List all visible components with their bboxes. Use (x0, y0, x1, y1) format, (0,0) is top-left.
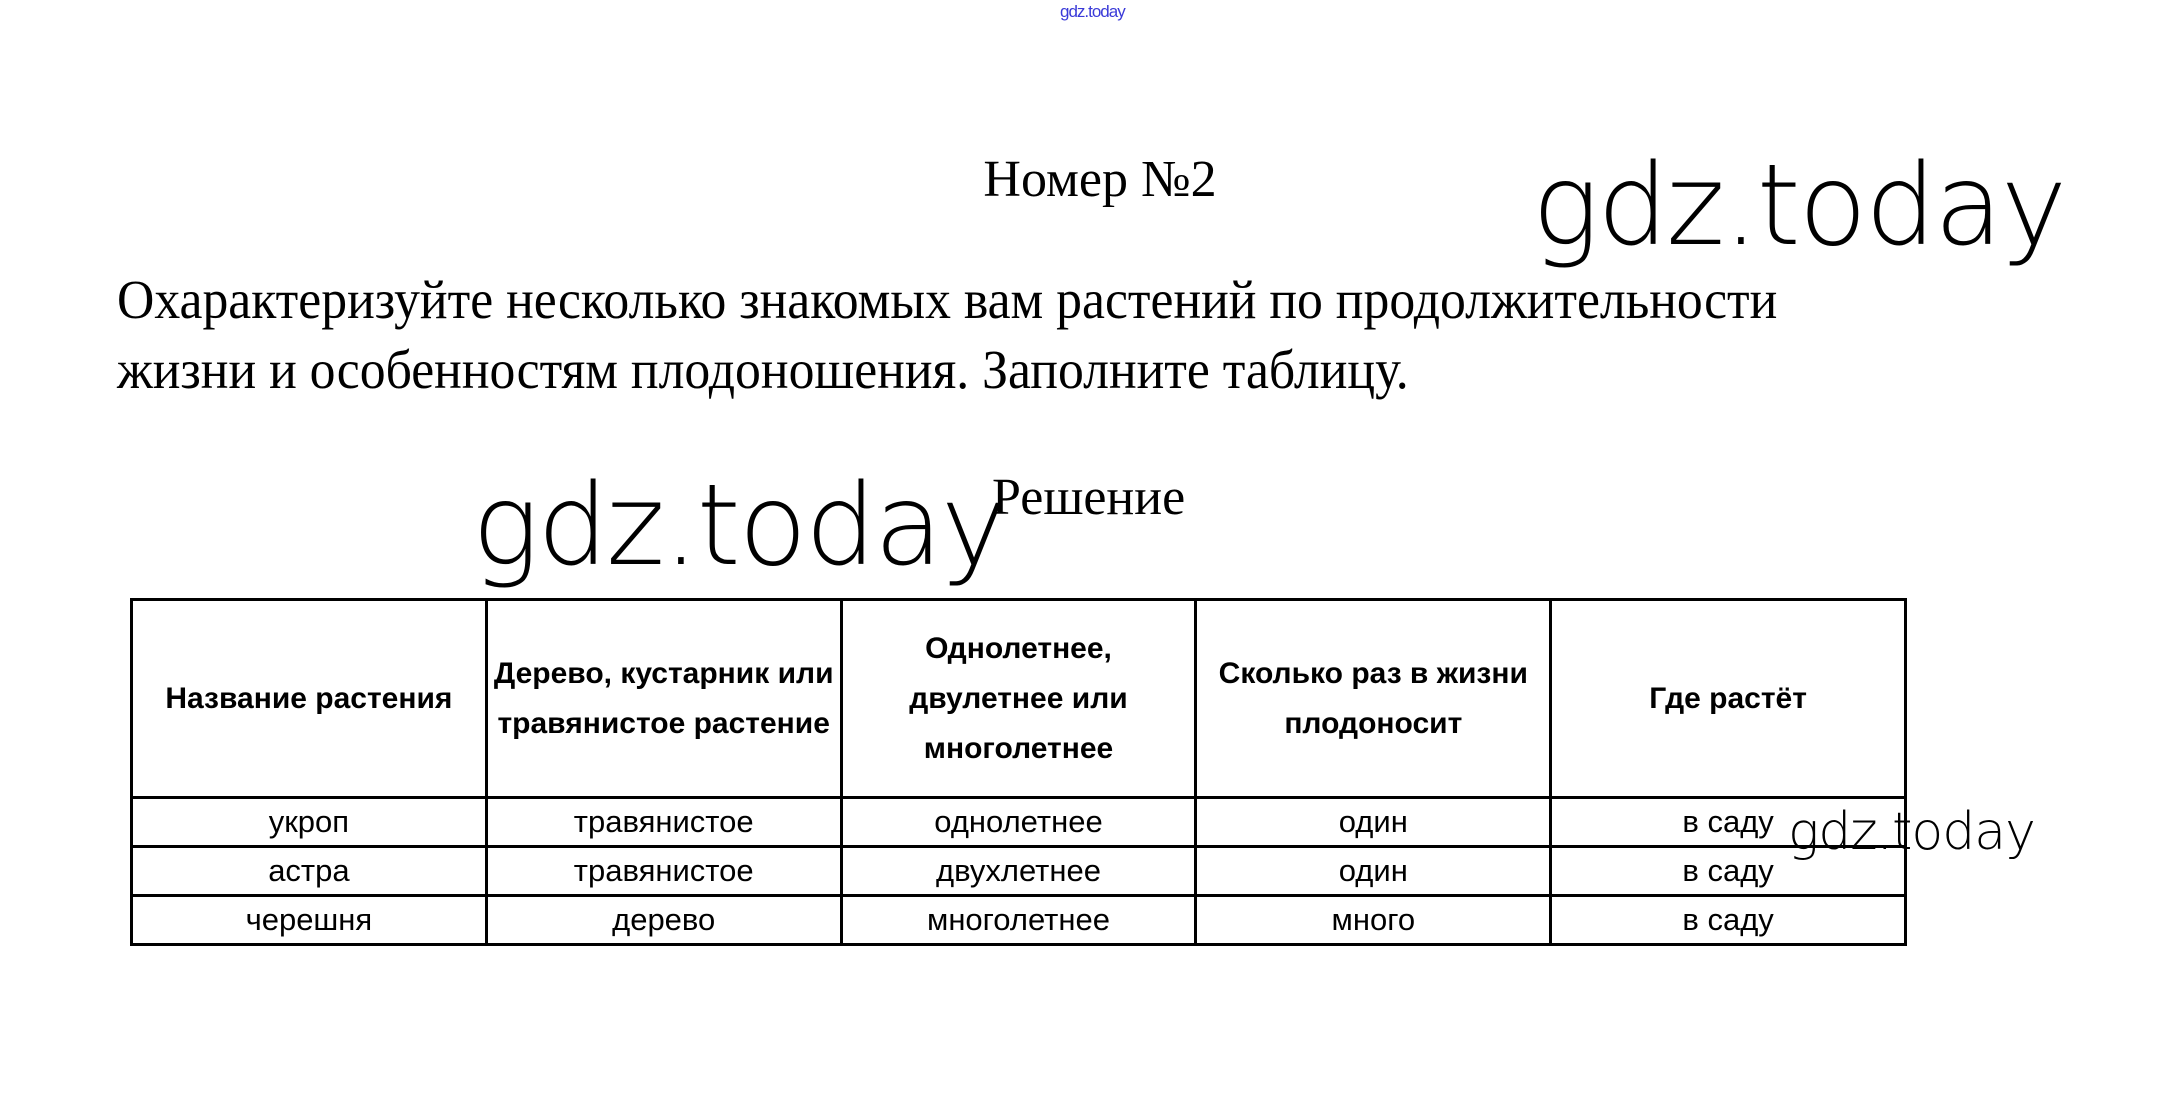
watermark: gdz.today (472, 461, 1007, 591)
watermark-small[interactable]: gdz.today (1060, 2, 1126, 21)
header-lifespan: Однолетнее, двулетнее или многолетнее (839, 598, 1198, 799)
table-row: астра травянистое двухлетнее один в саду (130, 845, 1907, 897)
header-plant-name: Название растения (130, 598, 488, 799)
header-plant-type: Дерево, кустарник или травянистое растен… (484, 598, 843, 799)
cell-plant-type: травянистое (484, 845, 843, 897)
cell-habitat: в саду (1549, 845, 1907, 897)
cell-habitat: в саду (1549, 796, 1907, 848)
cell-fruiting-count: один (1194, 796, 1553, 848)
task-text-line-1: Охарактеризуйте несколько знакомых вам р… (117, 269, 1778, 330)
task-text-line-2: жизни и особенностям плодоношения. Запол… (117, 339, 1409, 400)
cell-plant-type: дерево (484, 894, 843, 946)
cell-plant-name: укроп (130, 796, 488, 848)
cell-plant-name: черешня (130, 894, 488, 946)
solution-heading: Решение (992, 469, 1186, 526)
cell-lifespan: однолетнее (839, 796, 1198, 848)
header-habitat: Где растёт (1549, 598, 1907, 799)
table-row: черешня дерево многолетнее много в саду (130, 894, 1907, 946)
table-header-row: Название растения Дерево, кустарник или … (130, 598, 1907, 799)
cell-lifespan: двухлетнее (839, 845, 1198, 897)
page-title: Номер №2 (983, 151, 1217, 208)
cell-plant-name: астра (130, 845, 488, 897)
cell-lifespan: многолетнее (839, 894, 1198, 946)
header-fruiting-count: Сколько раз в жизни плодоносит (1194, 598, 1553, 799)
cell-plant-type: травянистое (484, 796, 843, 848)
plants-table: Название растения Дерево, кустарник или … (130, 598, 1907, 946)
cell-habitat: в саду (1549, 894, 1907, 946)
watermark: gdz.today (1532, 141, 2067, 271)
cell-fruiting-count: один (1194, 845, 1553, 897)
cell-fruiting-count: много (1194, 894, 1553, 946)
watermark: gdz.today (1788, 802, 2036, 862)
table-row: укроп травянистое однолетнее один в саду (130, 796, 1907, 848)
